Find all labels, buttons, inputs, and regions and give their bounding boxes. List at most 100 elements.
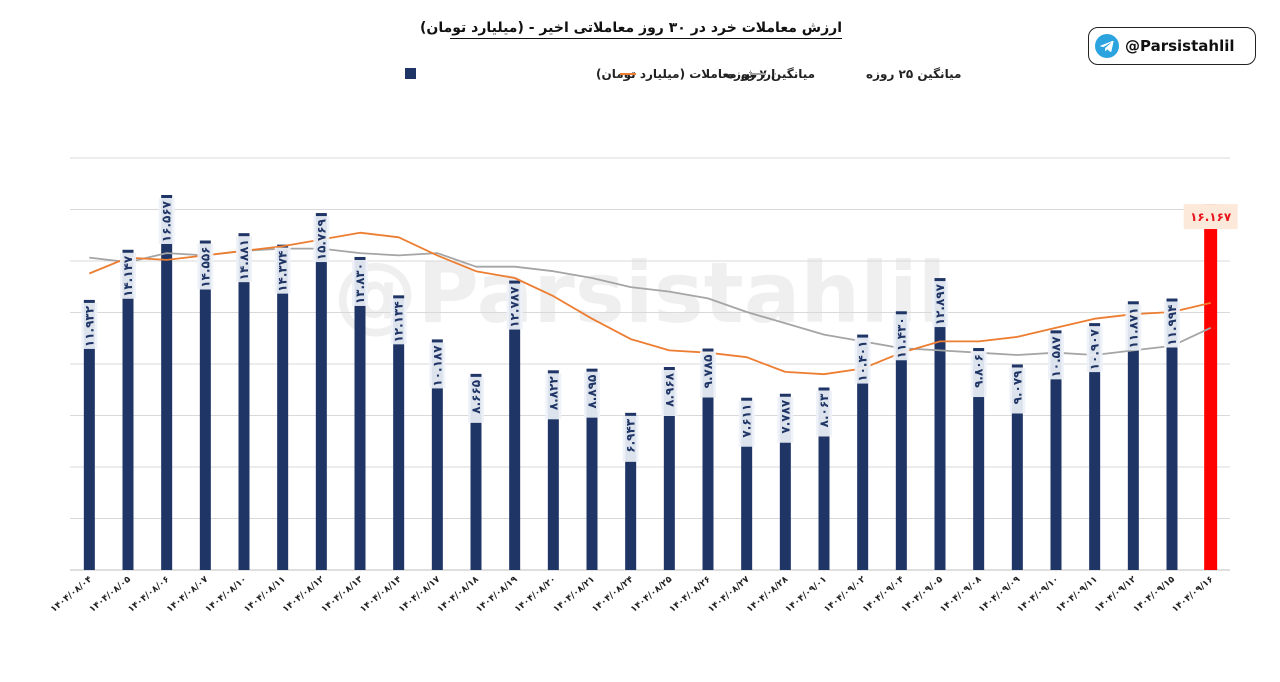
x-tick-group: ۱۴۰۴/۰۸/۲۴ xyxy=(590,574,636,614)
x-tick-label: ۱۴۰۴/۰۸/۱۷ xyxy=(397,574,443,614)
brand-handle: @Parsistahlil xyxy=(1125,37,1235,55)
data-label-group: ۱۲.۸۹۷ xyxy=(932,281,948,328)
data-label-group: ۱۲.۷۸۷ xyxy=(506,283,523,330)
data-label-box xyxy=(1009,367,1026,414)
bar xyxy=(1166,298,1178,570)
x-tick-label: ۱۴۰۴/۰۸/۱۲ xyxy=(281,574,327,614)
data-label: ۱۰.۹۰۷ xyxy=(1088,328,1102,370)
chart-title: ارزش معاملات خرد در ۳۰ روز معاملاتی اخیر… xyxy=(420,20,842,39)
data-label: ۱۲.۸۹۷ xyxy=(933,283,947,325)
x-tick-group: ۱۴۰۴/۰۹/۰۵ xyxy=(900,574,946,614)
data-label-highlight: ۱۶.۱۶۷ xyxy=(1190,210,1232,224)
brand-badge[interactable]: @Parsistahlil xyxy=(1088,27,1256,65)
legend-ma7-label: میانگین ۷ روزه xyxy=(727,67,815,82)
x-tick-group: ۱۴۰۴/۰۹/۰۱ xyxy=(784,575,829,615)
data-label-group: ۱۱.۹۳۲ xyxy=(81,302,98,349)
data-label-group: ۱۰.۴۰۱ xyxy=(854,337,871,384)
data-label-group: ۹.۰۷۹ xyxy=(1009,367,1026,414)
data-label-box xyxy=(700,351,716,398)
data-label-box xyxy=(622,415,639,462)
bar xyxy=(741,397,753,570)
x-tick-label: ۱۴۰۴/۰۹/۱۶ xyxy=(1170,575,1215,615)
bar xyxy=(393,295,405,570)
bar xyxy=(625,412,637,570)
data-label-group: ۱۳.۸۳۰ xyxy=(352,259,368,306)
data-label-box xyxy=(390,298,407,345)
bar xyxy=(1127,301,1139,570)
legend: ارزش معاملات (میلیارد تومان) میانگین ۷ ر… xyxy=(405,67,961,82)
bar xyxy=(161,195,173,570)
x-axis-ticks: ۱۴۰۴/۰۸/۰۴۱۴۰۴/۰۸/۰۵۱۴۰۴/۰۸/۰۶۱۴۰۴/۰۸/۰۷… xyxy=(49,574,1215,614)
data-label-box xyxy=(932,281,948,328)
x-tick-label: ۱۴۰۴/۰۸/۲۱ xyxy=(552,575,597,615)
telegram-icon xyxy=(1095,34,1119,58)
x-tick-group: ۱۴۰۴/۰۸/۱۴ xyxy=(358,574,404,614)
bar xyxy=(1011,364,1023,570)
data-label-box xyxy=(1048,333,1064,380)
data-label-box xyxy=(816,390,832,437)
data-label-box xyxy=(1164,301,1180,348)
data-label-highlight-box xyxy=(1183,204,1238,230)
x-tick-group: ۱۴۰۴/۰۸/۲۰ xyxy=(513,575,558,615)
data-label-highlight-group: ۱۶.۱۶۷ xyxy=(1183,204,1238,230)
x-tick-label: ۱۴۰۴/۰۸/۲۸ xyxy=(745,574,791,614)
x-tick-label: ۱۴۰۴/۰۹/۰۵ xyxy=(900,574,946,614)
data-label-box xyxy=(1086,326,1103,373)
bar xyxy=(122,249,134,570)
data-label-group: ۹.۸۰۶ xyxy=(970,351,987,398)
data-label-group: ۱۴.۳۷۴ xyxy=(274,247,291,294)
x-tick-label: ۱۴۰۴/۰۹/۰۴ xyxy=(861,574,907,614)
x-tick-group: ۱۴۰۴/۰۹/۱۶ xyxy=(1170,575,1215,615)
legend-item-bar: ارزش معاملات (میلیارد تومان) xyxy=(405,67,775,82)
data-label-group: ۱۰.۱۸۷ xyxy=(429,342,446,389)
x-tick-group: ۱۴۰۴/۰۸/۰۴ xyxy=(49,574,95,614)
bar xyxy=(1089,323,1101,570)
x-tick-label: ۱۴۰۴/۰۸/۲۵ xyxy=(629,574,675,614)
data-label-box xyxy=(506,283,523,330)
data-label: ۱۳.۸۳۰ xyxy=(353,263,367,304)
x-tick-group: ۱۴۰۴/۰۸/۲۵ xyxy=(629,574,675,614)
bar-series xyxy=(83,195,1218,571)
data-label: ۱۱.۹۹۴ xyxy=(1165,305,1179,346)
x-tick-label: ۱۴۰۴/۰۸/۰۷ xyxy=(165,574,211,614)
bar xyxy=(895,311,907,570)
x-tick-group: ۱۴۰۴/۰۹/۱۱ xyxy=(1054,575,1099,615)
data-label: ۱۱.۸۷۱ xyxy=(1126,307,1140,348)
x-tick-label: ۱۴۰۴/۰۸/۰۶ xyxy=(126,575,171,615)
x-tick-label: ۱۴۰۴/۰۸/۱۹ xyxy=(474,574,520,614)
data-label: ۸.۹۶۸ xyxy=(662,372,676,407)
data-label-group: ۱۶.۵۶۷ xyxy=(158,198,175,244)
data-label-box xyxy=(661,370,678,417)
data-label-box xyxy=(429,342,446,389)
x-tick-group: ۱۴۰۴/۰۸/۱۱ xyxy=(242,575,287,615)
x-tick-group: ۱۴۰۴/۰۸/۲۶ xyxy=(668,575,713,615)
bar xyxy=(431,339,443,570)
x-tick-group: ۱۴۰۴/۰۹/۰۹ xyxy=(977,574,1023,614)
data-label-box xyxy=(197,243,214,290)
bar xyxy=(779,393,791,570)
data-label: ۱۰.۱۸۷ xyxy=(430,345,444,387)
data-label: ۸.۸۲۲ xyxy=(546,376,560,411)
x-tick-label: ۱۴۰۴/۰۹/۰۲ xyxy=(822,574,868,614)
x-tick-label: ۱۴۰۴/۰۸/۲۶ xyxy=(668,575,713,615)
x-tick-group: ۱۴۰۴/۰۹/۰۴ xyxy=(861,574,907,614)
x-tick-group: ۱۴۰۴/۰۸/۱۳ xyxy=(320,574,366,614)
data-label-group: ۸.۰۶۳ xyxy=(816,390,832,437)
data-label-group: ۶.۹۴۳ xyxy=(622,415,639,462)
x-tick-group: ۱۴۰۴/۰۹/۱۰ xyxy=(1016,575,1061,615)
x-tick-label: ۱۴۰۴/۰۸/۱۱ xyxy=(242,575,287,615)
data-label: ۸.۸۹۵ xyxy=(585,375,599,409)
x-tick-label: ۱۴۰۴/۰۸/۰۴ xyxy=(49,574,95,614)
bar xyxy=(470,373,482,570)
data-label-box xyxy=(893,314,910,361)
data-label: ۱۲.۷۸۷ xyxy=(508,286,522,328)
data-label: ۱۱.۹۳۲ xyxy=(82,305,96,347)
x-tick-group: ۱۴۰۴/۰۸/۲۷ xyxy=(706,574,752,614)
ma7-line xyxy=(88,231,1211,376)
bar xyxy=(277,244,289,570)
data-label-group: ۱۱.۹۹۴ xyxy=(1164,301,1180,348)
data-label-group: ۹.۷۸۵ xyxy=(700,351,716,398)
data-label-box xyxy=(236,236,252,283)
data-label-group: ۱۴.۸۸۱ xyxy=(236,236,252,283)
